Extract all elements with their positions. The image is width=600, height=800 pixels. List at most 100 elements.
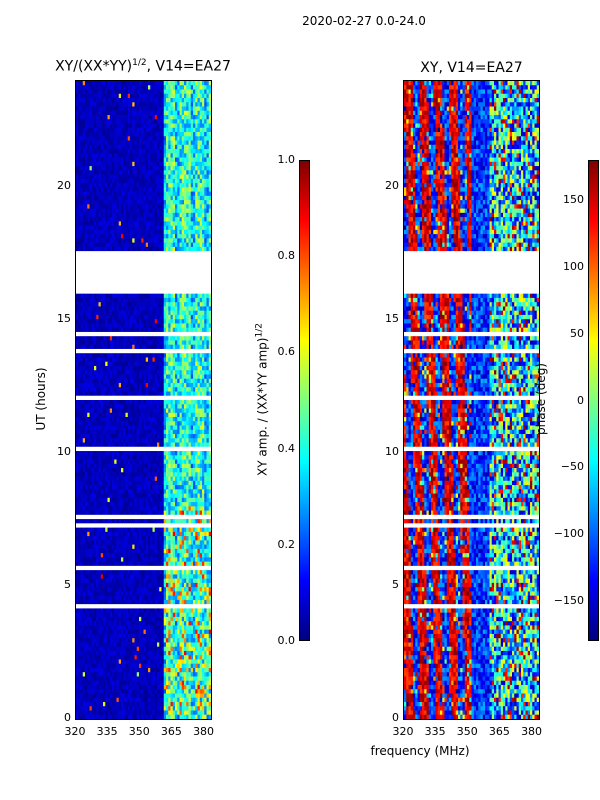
amp-colorbar [299,160,310,641]
heatmap-row [76,676,211,682]
colorbar-tick-label: 1.0 [277,153,296,166]
heatmap-row [76,263,211,269]
heatmap-row [76,289,211,295]
colorbar-tick-label: 0 [577,393,584,407]
heatmap-row [76,582,211,588]
heatmap-row [404,353,539,358]
heatmap-row [404,714,539,719]
heatmap-row [76,412,211,418]
heatmap-row [76,663,211,669]
heatmap-row [404,519,539,524]
heatmap-row [404,123,539,129]
heatmap-row [76,646,211,652]
heatmap-row [404,166,539,171]
heatmap-row [76,353,211,358]
heatmap-row [404,276,539,282]
heatmap-row [76,497,211,503]
heatmap-row [404,663,539,669]
heatmap-row [404,263,539,269]
heatmap-row [404,289,539,295]
heatmap-row [404,489,539,494]
heatmap-row [404,149,539,154]
heatmap-row [76,404,211,409]
y-axis-label: UT (hours) [34,367,48,431]
heatmap-row [404,655,539,660]
heatmap-row [404,357,539,363]
heatmap-row [76,519,211,524]
heatmap-row [404,404,539,409]
heatmap-row [404,382,539,388]
heatmap-row [404,259,539,265]
heatmap-row [404,246,539,252]
x-tick-label: 335 [424,725,446,738]
heatmap-row [76,502,211,507]
heatmap-row [76,136,211,141]
heatmap-row [76,633,211,639]
heatmap-row [76,468,211,473]
heatmap-row [76,621,211,626]
heatmap-row [404,336,539,341]
heatmap-row [76,710,211,716]
heatmap-row [404,136,539,141]
heatmap-row [404,599,539,605]
heatmap-row [404,89,539,95]
heatmap-row [76,638,211,643]
heatmap-row [404,400,539,405]
heatmap-row [404,680,539,686]
heatmap-row [76,365,211,371]
heatmap-row [76,153,211,158]
heatmap-row [76,170,211,175]
heatmap-row [76,297,211,303]
heatmap-row [76,591,211,597]
heatmap-row [404,646,539,652]
heatmap-row [404,578,539,584]
y-tick-label: 15 [385,312,399,326]
heatmap-row [76,344,211,350]
heatmap-row [76,238,211,244]
heatmap-row [404,221,539,227]
heatmap-row [76,115,211,120]
heatmap-row [76,400,211,405]
heatmap-row [76,370,211,375]
heatmap-row [404,234,539,239]
heatmap-row [76,480,211,486]
heatmap-row [76,144,211,150]
heatmap-row [404,102,539,107]
heatmap-row [404,548,539,554]
heatmap-row [404,676,539,682]
heatmap-row [404,161,539,167]
heatmap-row [404,697,539,703]
amp-heatmap[interactable] [75,80,212,720]
heatmap-row [76,689,211,694]
heatmap-row [404,297,539,303]
heatmap-row [76,459,211,465]
phase-heatmap-canvas [404,81,539,719]
phase-heatmap[interactable] [403,80,540,720]
heatmap-row [404,684,539,690]
heatmap-row [76,612,211,618]
heatmap-row [404,331,539,337]
heatmap-row [76,578,211,584]
heatmap-row [76,693,211,699]
heatmap-row [76,323,211,329]
heatmap-row [76,672,211,677]
heatmap-row [76,446,211,452]
heatmap-row [404,480,539,486]
heatmap-row [76,570,211,575]
heatmap-row [76,208,211,214]
heatmap-row [404,502,539,507]
heatmap-row [76,574,211,580]
heatmap-row [404,348,539,354]
heatmap-row [404,153,539,158]
heatmap-row [404,314,539,320]
heatmap-row [404,417,539,422]
heatmap-row [404,183,539,188]
heatmap-row [76,527,211,533]
heatmap-row [76,667,211,673]
heatmap-row [76,514,211,520]
heatmap-row [404,672,539,677]
heatmap-row [76,246,211,252]
heatmap-row [404,536,539,541]
heatmap-row [404,408,539,414]
heatmap-row [76,523,211,528]
